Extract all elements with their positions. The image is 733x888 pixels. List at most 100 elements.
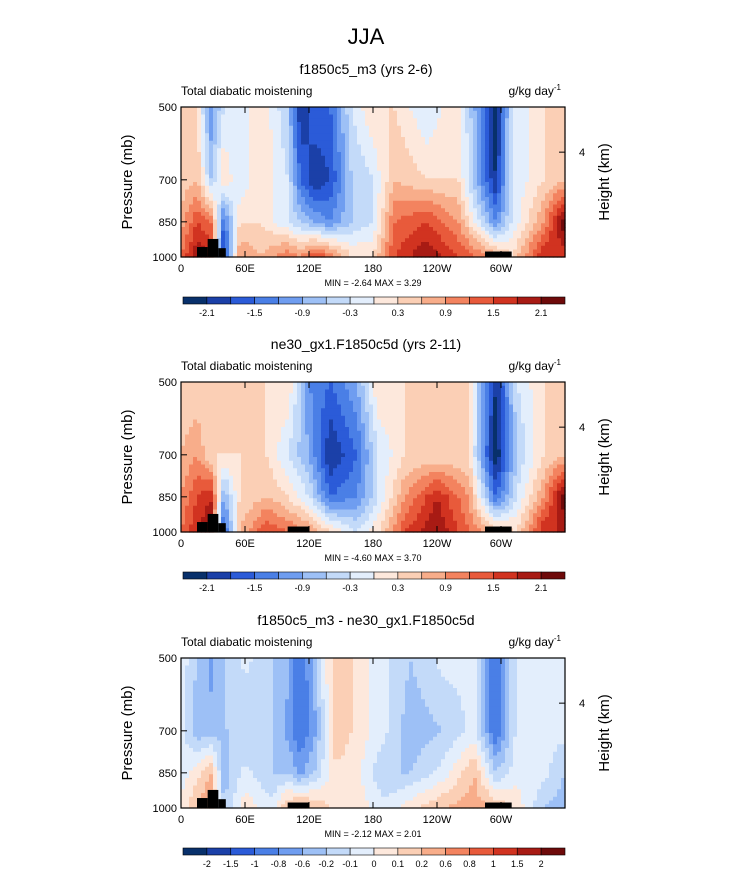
field-cell bbox=[481, 140, 486, 146]
field-cell bbox=[425, 223, 430, 228]
field-cell bbox=[529, 189, 534, 194]
field-cell bbox=[501, 238, 506, 243]
field-cell bbox=[285, 400, 290, 406]
field-cell bbox=[505, 110, 510, 116]
field-cell bbox=[437, 230, 442, 236]
field-cell bbox=[233, 457, 238, 462]
field-cell bbox=[329, 122, 334, 127]
field-cell bbox=[505, 242, 510, 247]
field-cell bbox=[201, 185, 206, 191]
field-cell bbox=[261, 412, 266, 417]
field-cell bbox=[213, 200, 218, 206]
field-cell bbox=[361, 245, 366, 251]
field-cell bbox=[217, 167, 222, 172]
field-cell bbox=[341, 230, 346, 236]
field-cell bbox=[265, 133, 270, 138]
field-cell bbox=[197, 208, 202, 213]
field-cell bbox=[541, 152, 546, 157]
field-cell bbox=[205, 125, 210, 131]
field-cell bbox=[281, 125, 286, 131]
field-cell bbox=[425, 152, 430, 157]
field-cell bbox=[325, 174, 330, 179]
field-cell bbox=[317, 170, 322, 176]
field-cell bbox=[245, 212, 250, 217]
field-cell bbox=[497, 234, 502, 239]
field-cell bbox=[205, 427, 210, 432]
field-cell bbox=[561, 197, 566, 202]
field-cell bbox=[277, 528, 282, 533]
field-cell bbox=[221, 133, 226, 138]
field-cell bbox=[213, 163, 218, 168]
field-cell bbox=[181, 430, 186, 436]
field-cell bbox=[225, 498, 230, 503]
field-cell bbox=[205, 393, 210, 398]
field-cell bbox=[489, 159, 494, 164]
field-cell bbox=[201, 223, 206, 228]
field-cell bbox=[489, 189, 494, 194]
field-cell bbox=[521, 200, 526, 206]
field-cell bbox=[529, 185, 534, 191]
field-cell bbox=[217, 208, 222, 213]
field-cell bbox=[205, 464, 210, 469]
field-cell bbox=[509, 242, 514, 247]
field-cell bbox=[553, 178, 558, 183]
field-cell bbox=[381, 155, 386, 161]
field-cell bbox=[349, 159, 354, 164]
field-cell bbox=[325, 208, 330, 213]
field-cell bbox=[437, 182, 442, 187]
field-cell bbox=[189, 208, 194, 213]
field-cell bbox=[301, 204, 306, 209]
field-cell bbox=[365, 129, 370, 134]
field-cell bbox=[497, 137, 502, 142]
field-cell bbox=[365, 234, 370, 239]
field-cell bbox=[473, 215, 478, 221]
field-cell bbox=[249, 167, 254, 172]
field-cell bbox=[197, 197, 202, 202]
field-cell bbox=[541, 182, 546, 187]
field-cell bbox=[269, 423, 274, 428]
field-cell bbox=[457, 148, 462, 153]
field-cell bbox=[213, 479, 218, 484]
field-cell bbox=[289, 397, 294, 402]
field-cell bbox=[313, 208, 318, 213]
field-cell bbox=[249, 449, 254, 454]
field-cell bbox=[241, 125, 246, 131]
field-cell bbox=[301, 107, 306, 112]
field-cell bbox=[321, 122, 326, 127]
field-cell bbox=[237, 230, 242, 236]
field-cell bbox=[317, 110, 322, 116]
field-cell bbox=[233, 438, 238, 443]
field-cell bbox=[413, 137, 418, 142]
field-cell bbox=[213, 133, 218, 138]
field-cell bbox=[445, 144, 450, 149]
field-cell bbox=[393, 200, 398, 206]
field-cell bbox=[457, 215, 462, 221]
field-cell bbox=[557, 242, 562, 247]
field-cell bbox=[389, 163, 394, 168]
field-cell bbox=[257, 122, 262, 127]
field-cell bbox=[221, 182, 226, 187]
field-cell bbox=[241, 253, 246, 258]
field-cell bbox=[293, 238, 298, 243]
field-cell bbox=[385, 182, 390, 187]
field-cell bbox=[201, 174, 206, 179]
field-cell bbox=[485, 182, 490, 187]
field-cell bbox=[405, 245, 410, 251]
field-cell bbox=[429, 122, 434, 127]
field-cell bbox=[425, 185, 430, 191]
field-cell bbox=[481, 238, 486, 243]
field-cell bbox=[213, 449, 218, 454]
field-cell bbox=[229, 163, 234, 168]
field-cell bbox=[417, 125, 422, 131]
field-cell bbox=[553, 107, 558, 112]
field-cell bbox=[221, 468, 226, 473]
field-cell bbox=[201, 430, 206, 436]
field-cell bbox=[397, 125, 402, 131]
field-cell bbox=[201, 505, 206, 511]
field-cell bbox=[253, 513, 258, 518]
field-cell bbox=[329, 230, 334, 236]
field-cell bbox=[401, 129, 406, 134]
field-cell bbox=[325, 110, 330, 116]
field-cell bbox=[365, 197, 370, 202]
field-cell bbox=[413, 227, 418, 232]
